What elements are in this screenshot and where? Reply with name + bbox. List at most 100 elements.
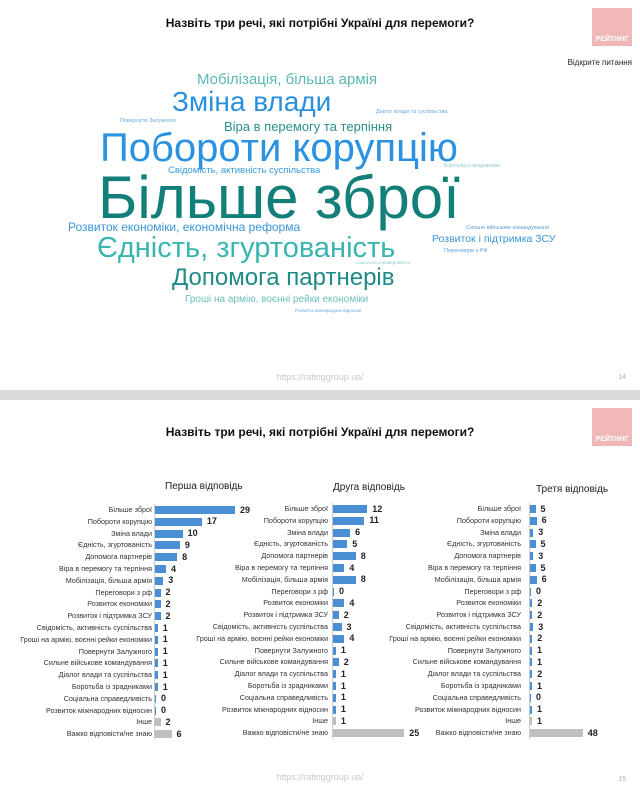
- bar: [333, 717, 336, 726]
- value-label: 1: [162, 669, 168, 680]
- category-label: Гроші на армію, воєнні рейки економіки: [20, 634, 152, 644]
- question-type: Відкрите питання: [567, 58, 632, 67]
- value-label: 2: [165, 587, 171, 598]
- bar: [333, 575, 356, 584]
- category-label: Інше: [312, 716, 328, 726]
- value-label: 3: [538, 621, 544, 632]
- chart-title: Третя відповідь: [536, 484, 609, 495]
- value-label: 1: [340, 645, 346, 656]
- bar: [155, 730, 172, 739]
- bar: [530, 575, 537, 584]
- value-label: 1: [537, 715, 543, 726]
- value-label: 11: [369, 515, 379, 526]
- bar: [155, 706, 156, 715]
- category-label: Сильне військове командування: [43, 658, 152, 668]
- slide-title: Назвіть три речі, які потрібні Україні д…: [165, 16, 475, 30]
- value-label: 2: [537, 668, 543, 679]
- category-label: Свідомість, активність суспільства: [36, 623, 152, 632]
- word-cloud-term: Розвиток і підтримка ЗСУ: [432, 233, 556, 245]
- value-label: 6: [541, 515, 547, 526]
- bar: [530, 516, 537, 525]
- bar: [333, 623, 342, 631]
- bar: [333, 646, 336, 655]
- bar: [530, 540, 536, 549]
- word-cloud-term: Зміна влади: [172, 86, 332, 117]
- word-cloud-term: Допомога партнерів: [172, 264, 395, 291]
- category-label: Мобілізація, більша армія: [65, 575, 152, 585]
- word-cloud-term: Соціальна справедливість: [355, 260, 411, 265]
- category-label: Розвиток і підтримка ЗСУ: [67, 611, 152, 621]
- value-label: 0: [161, 705, 167, 716]
- word-cloud-term: Діалог влади та суспільства: [376, 109, 448, 115]
- value-label: 1: [162, 657, 168, 668]
- value-label: 2: [537, 633, 543, 644]
- bar: [530, 646, 532, 655]
- value-label: 1: [537, 656, 543, 667]
- value-label: 3: [346, 621, 352, 632]
- category-label: Діалог влади та суспільства: [427, 669, 521, 679]
- word-cloud-term: Переговори з РФ: [444, 248, 488, 254]
- axis-line: [332, 503, 333, 739]
- category-label: Інше: [136, 717, 152, 727]
- bar: [155, 506, 236, 514]
- bar: [333, 729, 405, 738]
- category-label: Діалог влади та суспільства: [58, 670, 152, 680]
- footer-url[interactable]: https://ratinggroup.ua/: [276, 772, 364, 782]
- word-cloud-term: Повернути Залужного: [120, 118, 177, 124]
- category-label: Єдність, згуртованість: [447, 539, 521, 549]
- value-label: 1: [340, 668, 346, 679]
- bar: [155, 529, 183, 538]
- category-label: Єдність, згуртованість: [254, 539, 328, 549]
- value-label: 3: [538, 527, 544, 538]
- value-label: 1: [340, 680, 346, 691]
- bar: [333, 540, 348, 549]
- value-label: 2: [537, 597, 543, 608]
- bar: [530, 729, 583, 738]
- bar: [530, 693, 531, 702]
- bar: [155, 635, 158, 644]
- bar: [155, 612, 161, 621]
- value-label: 1: [162, 646, 168, 657]
- word-cloud-term: Сильне військове командування: [466, 225, 549, 231]
- category-label: Віра в перемогу та терпіння: [59, 564, 152, 573]
- word-cloud-term: Поборoти корупцію: [100, 126, 458, 170]
- category-label: Інше: [505, 716, 521, 726]
- value-label: 6: [541, 574, 547, 585]
- category-label: Переговори з рф: [464, 586, 521, 596]
- category-label: Важко відповісти/не знаю: [242, 728, 328, 738]
- category-label: Допомога партнерів: [261, 551, 328, 561]
- bar: [155, 517, 202, 526]
- category-label: Зміна влади: [111, 528, 152, 538]
- bar: [155, 576, 164, 585]
- category-label: Мобілізація, більша армія: [241, 574, 328, 584]
- axis-line: [154, 504, 155, 740]
- category-label: Соціальна справедливість: [63, 693, 152, 703]
- bar: [530, 705, 532, 714]
- bar: [530, 528, 534, 537]
- page-number: 15: [618, 776, 626, 783]
- bar: [155, 624, 158, 632]
- value-label: 17: [206, 516, 217, 527]
- value-label: 2: [343, 656, 349, 667]
- bar: [530, 505, 536, 513]
- category-label: Віра в перемогу та терпіння: [428, 563, 521, 572]
- category-label: Розвиток і підтримка ЗСУ: [436, 610, 521, 620]
- category-label: Боротьба із зрадниками: [247, 681, 328, 690]
- bar: [333, 587, 334, 596]
- value-label: 1: [340, 704, 346, 715]
- bar: [333, 505, 368, 513]
- bar: [333, 634, 345, 643]
- bar: [155, 565, 167, 573]
- bar: [155, 647, 158, 656]
- value-label: 6: [355, 527, 361, 538]
- value-label: 1: [537, 704, 543, 715]
- value-label: 25: [409, 727, 420, 738]
- category-label: Сильне військове командування: [412, 657, 521, 667]
- slide-title: Назвіть три речі, які потрібні Україні д…: [165, 425, 475, 439]
- category-label: Повернути Залужного: [447, 645, 521, 655]
- value-label: 5: [540, 538, 546, 549]
- footer-url[interactable]: https://ratinggroup.ua/: [276, 372, 364, 382]
- bar: [530, 682, 532, 690]
- category-label: Поборoти корупцію: [456, 515, 521, 525]
- bar: [155, 588, 161, 597]
